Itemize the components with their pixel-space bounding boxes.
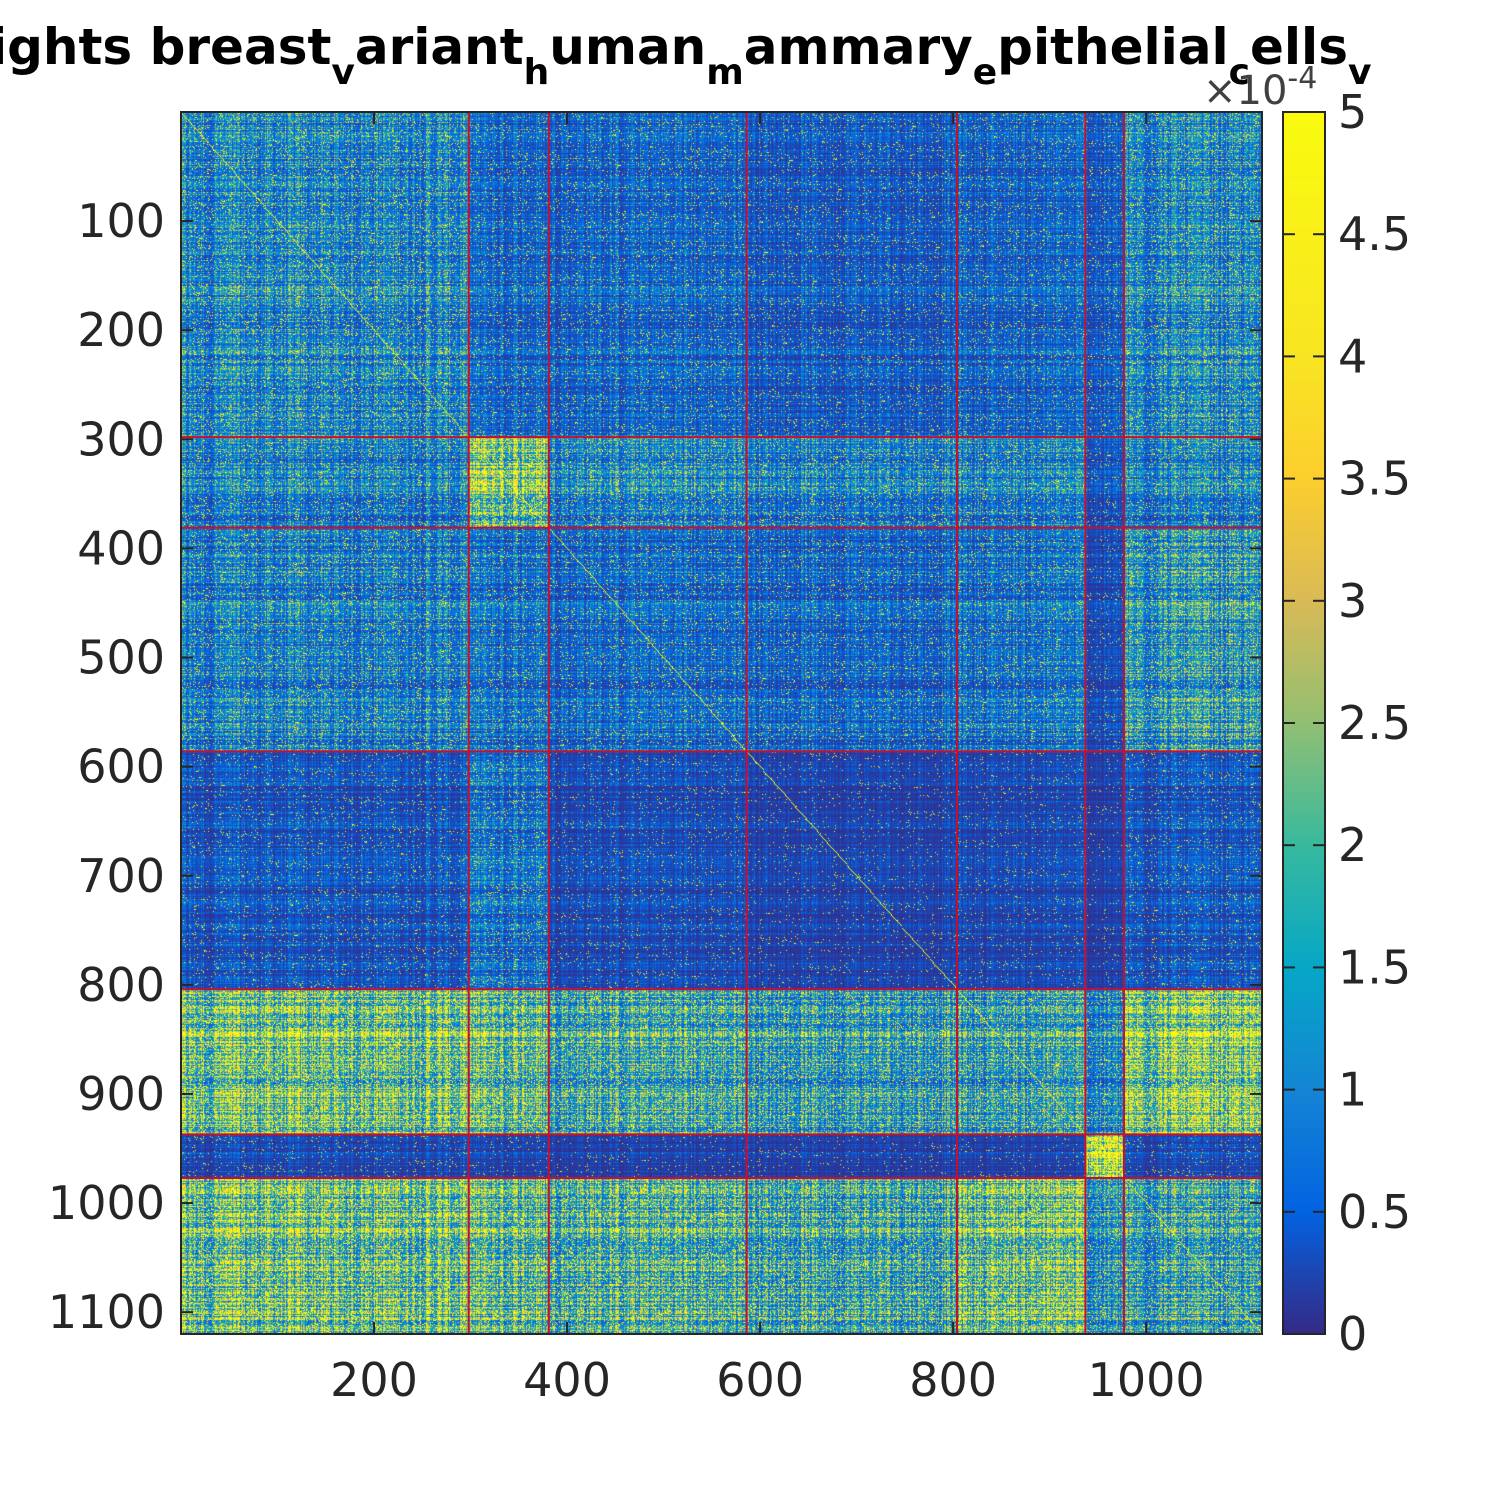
y-tick-label: 1000 xyxy=(48,1176,165,1230)
y-tick-label: 400 xyxy=(77,521,165,575)
colorbar-tick-label: 4.5 xyxy=(1338,207,1411,261)
y-tick-label: 200 xyxy=(77,303,165,357)
x-tick-label: 200 xyxy=(330,1353,418,1407)
y-tick-label: 500 xyxy=(77,631,165,685)
title-segment: uman xyxy=(549,18,707,76)
title-segment: pithelial xyxy=(997,18,1229,76)
colorbar-tick-label: 4 xyxy=(1338,329,1367,383)
chart-title: ights breastvarianthumanmammaryepithelia… xyxy=(0,0,1500,110)
x-tick-label: 800 xyxy=(909,1353,997,1407)
colorbar-exponent: ×10-4 xyxy=(1203,61,1317,114)
y-tick-label: 900 xyxy=(77,1067,165,1121)
colorbar-exponent-power: -4 xyxy=(1287,61,1317,96)
y-axis: 100 200 300 400 500 600 700 800 900 1000 1100 xyxy=(48,194,1262,1339)
title-subscript: v xyxy=(1347,52,1372,93)
colorbar-tick-label: 2.5 xyxy=(1338,696,1411,750)
y-tick-label: 100 xyxy=(77,194,165,248)
colorbar-tick-label: 3.5 xyxy=(1338,452,1411,506)
x-axis: 200 400 600 800 1000 xyxy=(330,112,1205,1407)
title-segment: ights breast xyxy=(0,18,332,76)
x-tick-label: 600 xyxy=(716,1353,804,1407)
colorbar-exponent-base: ×10 xyxy=(1203,68,1287,114)
colorbar-tick-label: 0.5 xyxy=(1338,1185,1411,1239)
title-segment: ammary xyxy=(743,18,973,76)
colorbar-tick-label: 5 xyxy=(1338,85,1367,139)
title-segment: ariant xyxy=(354,18,524,76)
heatmap-matrix xyxy=(181,112,1262,1334)
x-tick-label: 1000 xyxy=(1088,1353,1205,1407)
x-tick-label: 400 xyxy=(523,1353,611,1407)
heatmap-frame xyxy=(180,111,1263,1335)
chart-title-text: ights breastvarianthumanmammaryepithelia… xyxy=(0,18,1371,93)
title-segment: ells xyxy=(1250,18,1348,76)
colorbar-tick-label: 0 xyxy=(1338,1307,1367,1361)
colorbar-tick-label: 1.5 xyxy=(1338,940,1411,994)
colorbar-tick-label: 2 xyxy=(1338,818,1367,872)
title-subscript: e xyxy=(972,52,998,93)
y-tick-label: 1100 xyxy=(48,1285,165,1339)
y-tick-label: 700 xyxy=(77,849,165,903)
title-subscript: c xyxy=(1228,52,1250,93)
y-tick-label: 300 xyxy=(77,412,165,466)
colorbar-axis: 0 0.5 1 1.5 2 2.5 3 3.5 4 4.5 5 xyxy=(1283,85,1411,1361)
title-subscript: h xyxy=(523,52,550,93)
y-tick-label: 600 xyxy=(77,740,165,794)
title-subscript: v xyxy=(331,52,355,93)
title-subscript: m xyxy=(706,52,744,93)
colorbar-tick-label: 1 xyxy=(1338,1063,1367,1117)
colorbar-tick-label: 3 xyxy=(1338,574,1367,628)
block-boundaries xyxy=(181,112,1262,1334)
y-tick-label: 800 xyxy=(77,958,165,1012)
